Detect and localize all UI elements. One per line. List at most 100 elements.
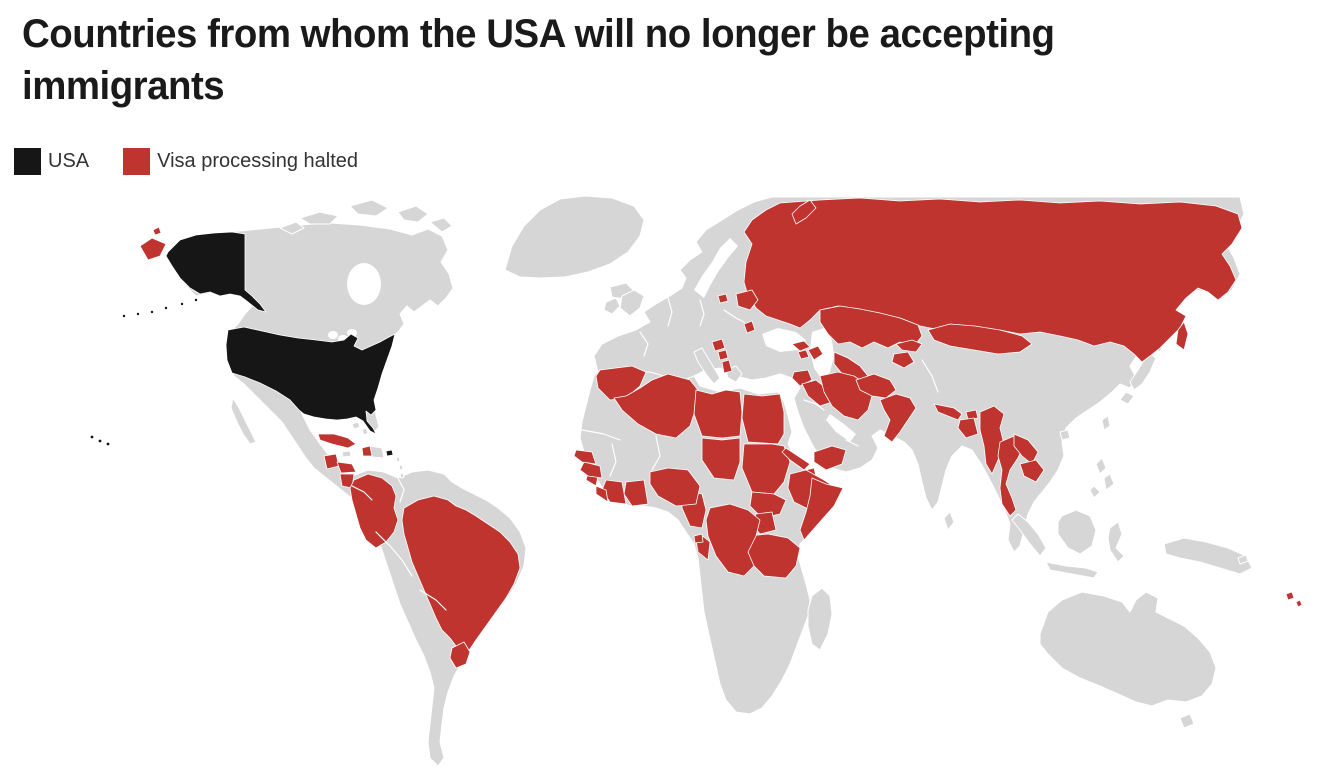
country-armenia	[797, 349, 810, 360]
landmass-java	[1045, 561, 1099, 579]
landmass-ireland	[603, 297, 621, 315]
landmass-pacific-island	[1237, 554, 1249, 565]
country-afghanistan	[855, 373, 897, 399]
country-usa-aleutian	[193, 297, 198, 302]
country-fiji	[1285, 591, 1295, 601]
country-dr-congo	[705, 503, 761, 577]
country-yemen	[813, 445, 847, 471]
country-georgia	[791, 340, 811, 352]
country-uruguay	[449, 641, 471, 669]
country-chad	[701, 437, 741, 481]
landmass-philippines	[1103, 473, 1115, 491]
landmass-bahamas	[351, 421, 361, 430]
landmass-italy	[693, 347, 721, 385]
country-nigeria	[649, 467, 701, 507]
landmass-united-kingdom	[619, 289, 645, 317]
landmass-philippines	[1089, 485, 1101, 499]
country-usa-aleutian	[179, 301, 184, 306]
landmass-lesser-antilles	[398, 464, 404, 471]
country-russia-kaliningrad	[717, 293, 729, 304]
country-russia-novaya-zemlya	[791, 199, 817, 225]
country-belarus	[735, 289, 759, 311]
country-moldova	[743, 320, 756, 334]
landmass-hainan	[1059, 429, 1071, 441]
country-tajikistan	[891, 351, 915, 369]
country-kazakhstan	[819, 305, 923, 349]
country-puerto-rico	[385, 449, 394, 457]
landmass-arctic-island	[349, 199, 389, 217]
country-honduras	[336, 461, 357, 474]
landmass-greenland	[504, 195, 645, 279]
legend-swatch-halted	[123, 148, 151, 175]
landmass-japan	[1119, 391, 1135, 405]
country-pakistan	[879, 393, 917, 443]
country-eritrea	[781, 447, 811, 471]
country-usa-alaska	[165, 231, 267, 313]
country-egypt	[741, 393, 785, 445]
landmass-japan	[1129, 351, 1157, 391]
sea-persian-gulf	[826, 414, 856, 442]
country-bhutan	[965, 409, 979, 421]
internal-borders	[351, 297, 939, 611]
country-kyrgyzstan	[895, 339, 923, 353]
country-bangladesh	[957, 417, 979, 439]
country-guatemala	[323, 453, 340, 470]
landmass-arctic-island	[299, 211, 339, 225]
country-sudan	[741, 443, 791, 495]
landmass-new-guinea	[1163, 537, 1253, 575]
legend: USA Visa processing halted	[14, 148, 382, 175]
country-russia-chukotka-wrap	[139, 237, 167, 261]
country-russia-wrangel	[152, 226, 162, 236]
landmass-sulawesi	[1107, 521, 1125, 563]
country-usa-mainland	[225, 326, 396, 435]
legend-swatch-usa	[14, 148, 41, 175]
country-liberia	[595, 485, 609, 503]
landmass-madagascar	[807, 587, 833, 651]
landmass-taiwan	[1101, 415, 1111, 431]
country-south-sudan	[749, 491, 787, 519]
country-colombia	[349, 473, 399, 549]
legend-item-halted: Visa processing halted	[123, 148, 358, 175]
landmass-arctic-island	[279, 221, 305, 235]
country-usa-hawaii	[105, 441, 111, 447]
country-usa-aleutian	[135, 311, 140, 316]
landmass-sumatra	[1011, 513, 1047, 557]
country-equatorial-guinea	[693, 533, 704, 544]
country-guinea	[579, 461, 603, 479]
landmass-bahamas	[361, 427, 369, 436]
country-usa-aleutian	[122, 313, 127, 318]
country-somalia	[799, 477, 844, 541]
landmass-borneo	[1057, 509, 1097, 555]
page-title: Countries from whom the USA will no long…	[22, 12, 1055, 108]
country-mongolia	[927, 323, 1033, 355]
landmass-lesser-antilles	[395, 456, 401, 463]
legend-label-halted: Visa processing halted	[157, 150, 358, 172]
country-usa-hawaii	[97, 438, 103, 444]
landmass-arctic-island	[397, 205, 429, 223]
landmass-sri-lanka	[943, 511, 955, 531]
landmass-tasmania	[1179, 713, 1195, 729]
country-montenegro	[717, 349, 729, 361]
country-usa-aleutian	[163, 305, 168, 310]
country-libya	[693, 389, 743, 439]
legend-label-usa: USA	[48, 150, 90, 172]
sea-great-lakes	[328, 331, 338, 339]
country-russia-sakhalin	[1175, 321, 1189, 351]
country-haiti	[361, 445, 373, 457]
country-brazil	[401, 495, 521, 665]
country-nepal	[933, 403, 963, 421]
sea-hudson-bay	[347, 263, 381, 305]
landmass-arctic-island	[429, 217, 453, 233]
country-cuba	[317, 433, 357, 449]
country-senegal	[573, 449, 597, 465]
landmass-lesser-antilles	[399, 472, 405, 479]
landmass-jamaica	[341, 450, 352, 458]
country-ghana	[623, 479, 649, 507]
country-usa-hawaii	[89, 434, 95, 440]
legend-item-usa: USA	[14, 148, 89, 175]
country-azerbaijan	[807, 345, 824, 361]
country-albania	[721, 359, 733, 374]
sea-baltic	[694, 238, 738, 298]
